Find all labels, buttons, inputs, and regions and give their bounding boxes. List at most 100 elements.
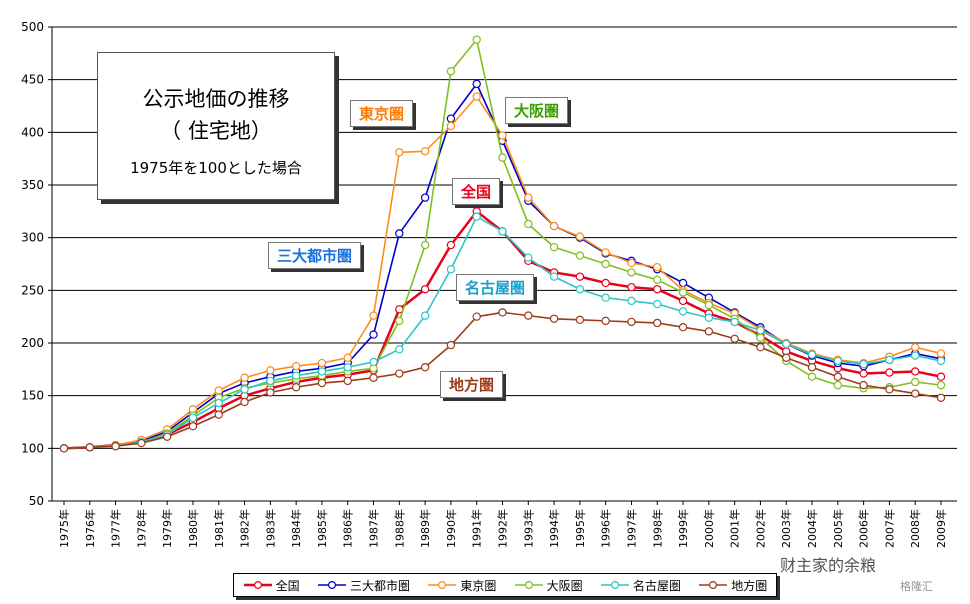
data-point	[756, 326, 765, 335]
data-point	[936, 356, 946, 366]
series-tag-zenkoku: 全国	[452, 178, 501, 205]
y-tick-label: 450	[21, 73, 44, 87]
legend-swatch	[428, 580, 457, 590]
data-point	[420, 311, 430, 320]
x-tick-label: 2006年	[857, 509, 871, 548]
data-point	[369, 373, 378, 382]
data-point	[472, 35, 481, 44]
data-point	[704, 300, 714, 310]
data-point	[395, 345, 404, 354]
x-tick-label: 1999年	[676, 509, 690, 548]
x-tick-label: 1987年	[367, 509, 381, 548]
x-tick-label: 1997年	[624, 509, 638, 548]
data-point	[266, 366, 275, 375]
data-point	[549, 242, 559, 252]
data-point	[936, 372, 946, 381]
legend-item: 三大都市圏	[317, 577, 410, 594]
legend-item: 大阪圏	[514, 577, 583, 594]
data-point	[627, 317, 636, 327]
data-point	[936, 380, 946, 390]
data-point	[369, 311, 378, 320]
legend-item: 地方圏	[698, 577, 767, 594]
data-point	[653, 275, 662, 284]
data-point	[678, 307, 688, 316]
data-point	[601, 248, 610, 257]
data-point	[446, 340, 456, 350]
data-point	[420, 240, 430, 250]
data-point	[472, 79, 481, 89]
chart-note: 1975年を100とした場合	[130, 159, 302, 177]
x-tick-label: 1975年	[57, 509, 71, 548]
data-point	[936, 393, 946, 402]
data-point	[498, 153, 507, 162]
legend-label: 大阪圏	[546, 578, 583, 593]
data-point	[601, 278, 610, 288]
series-tag-sandai: 三大都市圏	[268, 242, 362, 269]
data-point	[395, 316, 404, 326]
legend-item: 東京圏	[427, 577, 496, 594]
x-tick-label: 2005年	[831, 509, 845, 548]
data-point	[704, 313, 714, 322]
data-point	[472, 312, 481, 321]
series-tag-nagoya: 名古屋圏	[456, 274, 535, 301]
legend-swatch	[514, 580, 543, 590]
data-point	[472, 92, 481, 101]
data-point	[343, 353, 352, 362]
data-point	[214, 398, 223, 408]
data-point	[936, 349, 946, 358]
legend-item: 名古屋圏	[600, 577, 681, 594]
data-point	[498, 131, 507, 140]
series-4	[59, 212, 946, 453]
legend-swatch	[317, 580, 346, 590]
data-point	[807, 350, 817, 359]
data-point	[575, 251, 585, 260]
data-point	[317, 358, 327, 368]
series-tag-osaka: 大阪圏	[505, 97, 569, 124]
data-point	[911, 343, 920, 352]
x-tick-label: 2001年	[728, 509, 742, 548]
x-tick-label: 2000年	[702, 509, 716, 548]
data-point	[240, 397, 249, 407]
x-tick-label: 1980年	[186, 509, 200, 548]
data-point	[214, 386, 223, 395]
data-point	[420, 285, 430, 294]
data-point	[291, 371, 301, 380]
x-tick-label: 1983年	[263, 509, 277, 548]
data-point	[807, 363, 817, 372]
data-point	[885, 355, 894, 365]
chart-title-box: 公示地価の推移 （ 住宅地） 1975年を100とした場合	[97, 52, 335, 200]
x-tick-label: 1996年	[599, 509, 613, 548]
data-point	[756, 343, 765, 352]
y-tick-label: 250	[21, 283, 44, 297]
x-tick-label: 1978年	[134, 509, 148, 548]
data-point	[833, 356, 843, 366]
data-point	[885, 368, 894, 377]
data-point	[266, 388, 275, 397]
data-point	[240, 385, 249, 394]
data-point	[601, 293, 610, 302]
data-point	[446, 67, 456, 76]
data-point	[369, 357, 378, 367]
data-point	[627, 258, 636, 268]
legend-label: 全国	[275, 578, 300, 593]
data-point	[188, 422, 198, 431]
data-point	[317, 367, 327, 376]
data-point	[240, 373, 249, 382]
data-point	[446, 114, 456, 123]
data-point	[524, 253, 533, 262]
chart-subtitle: （ 住宅地）	[160, 119, 272, 143]
data-point	[162, 432, 172, 441]
x-tick-label: 1986年	[341, 509, 355, 548]
data-point	[266, 376, 275, 386]
data-point	[137, 438, 146, 448]
legend-label: 東京圏	[460, 578, 497, 593]
x-tick-label: 2008年	[908, 509, 922, 548]
data-point	[627, 268, 636, 277]
y-tick-label: 150	[21, 389, 44, 403]
watermark: 财主家的余粮	[780, 556, 877, 575]
x-tick-label: 1989年	[418, 509, 432, 548]
data-point	[730, 334, 739, 343]
y-tick-label: 100	[21, 441, 44, 455]
x-tick-label: 1984年	[289, 509, 303, 548]
